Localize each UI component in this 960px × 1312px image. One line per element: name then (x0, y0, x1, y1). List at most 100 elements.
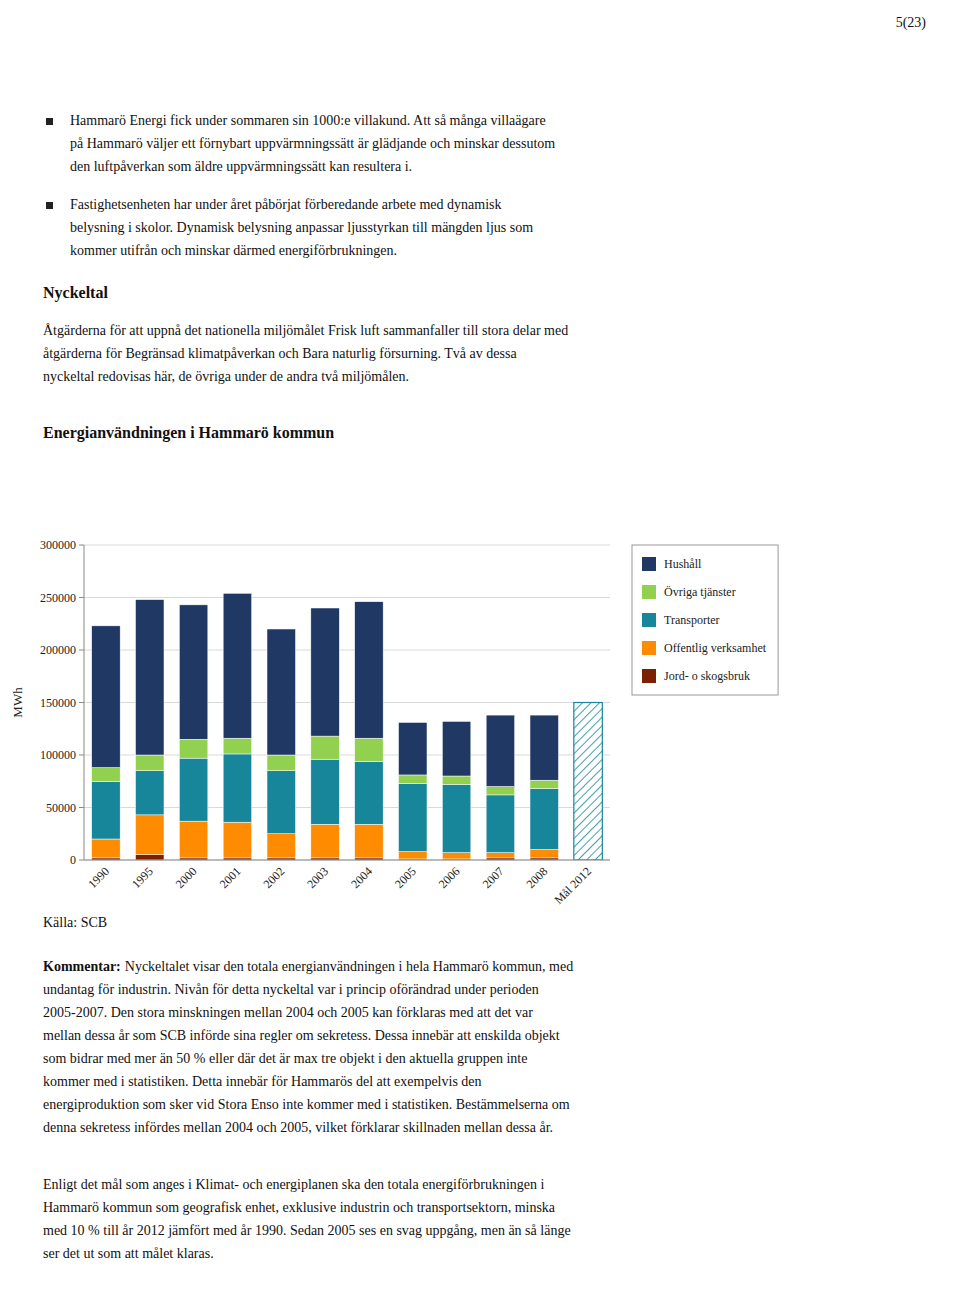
comment-line: 2005-2007. Den stora minskningen mellan … (43, 1004, 533, 1022)
bar-segment (311, 736, 339, 759)
bar-segment (311, 759, 339, 824)
bar-segment (530, 850, 558, 858)
bar-segment (442, 853, 470, 859)
bar-segment (311, 608, 339, 736)
bar-segment (530, 715, 558, 780)
legend-swatch (642, 613, 656, 627)
bar-segment (136, 855, 164, 860)
bar-segment (399, 775, 427, 783)
legend-label: Transporter (664, 613, 720, 627)
bar-segment (355, 824, 383, 858)
footer-line: Enligt det mål som anges i Klimat- och e… (43, 1176, 544, 1194)
x-tick-label: 2007 (480, 864, 507, 891)
source: Källa: SCB (43, 914, 107, 932)
bar-segment (486, 715, 514, 786)
bar-segment (486, 795, 514, 853)
legend-swatch (642, 557, 656, 571)
y-tick-label: 300000 (40, 538, 76, 552)
bullet-text: på Hammarö väljer ett förnybart uppvärmn… (70, 135, 555, 153)
x-tick-label: 2002 (261, 864, 288, 891)
bar-segment (399, 722, 427, 775)
x-tick-label: 2003 (304, 864, 331, 891)
bullet-text: belysning i skolor. Dynamisk belysning a… (70, 219, 533, 237)
legend-swatch (642, 669, 656, 683)
bar-segment (92, 839, 120, 858)
bar-segment (311, 824, 339, 858)
tick-mark (79, 545, 84, 546)
legend-label: Övriga tjänster (664, 585, 736, 599)
bullet-text: Fastighetsenheten har under året påbörja… (70, 196, 502, 214)
comment-line: kommer med i statistiken. Detta innebär … (43, 1073, 482, 1091)
y-tick-label: 50000 (46, 801, 76, 815)
bar-segment (92, 626, 120, 768)
bar-segment (267, 771, 295, 834)
paragraph-line: åtgärderna för Begränsad klimatpåverkan … (43, 345, 517, 363)
bullet-text: Hammarö Energi fick under sommaren sin 1… (70, 112, 546, 130)
tick-mark (79, 650, 84, 651)
bar-segment (267, 629, 295, 755)
tick-mark (79, 807, 84, 808)
x-tick-label: 2006 (436, 864, 463, 891)
comment-line: mellan dessa år som SCB införde sina reg… (43, 1027, 560, 1045)
bar-segment (442, 776, 470, 784)
tick-mark (79, 860, 84, 861)
bullet-text: den luftpåverkan som äldre uppvärmningss… (70, 158, 412, 176)
bar-segment (179, 821, 207, 858)
bullet-text: kommer utifrån och minskar därmed energi… (70, 242, 397, 260)
bar-segment (355, 602, 383, 739)
legend: Hushåll Övriga tjänster Transporter Offentl… (632, 545, 778, 695)
legend-label: Offentlig verksamhet (664, 641, 767, 655)
bar-segment (530, 789, 558, 850)
heading: Nyckeltal (43, 284, 108, 302)
comment-text: Nyckeltalet visar den totala energianvän… (125, 959, 573, 974)
bullet-marker (46, 118, 53, 125)
bar-segment (92, 781, 120, 839)
bar-segment (399, 852, 427, 859)
grid-line (84, 860, 610, 861)
chart: 0500001000001500002000002500003000001990… (0, 470, 960, 910)
y-tick-label: 200000 (40, 643, 76, 657)
y-tick-label: 0 (70, 853, 76, 867)
bar-segment (223, 593, 251, 738)
bar-segment (179, 605, 207, 739)
comment-line: energiproduktion som sker vid Stora Enso… (43, 1096, 570, 1114)
footer-line: ser det ut som att målet klaras. (43, 1245, 214, 1263)
legend-swatch (642, 585, 656, 599)
y-axis-line (84, 545, 85, 860)
bar-segment (136, 600, 164, 755)
bar-segment (574, 703, 602, 861)
x-tick-label: Mål 2012 (552, 864, 595, 907)
bar-segment (442, 784, 470, 852)
paragraph-line: nyckeltal redovisas här, de övriga under… (43, 368, 409, 386)
bar-segment (486, 787, 514, 795)
x-tick-label: 2005 (392, 864, 419, 891)
comment-line: denna sekretess infördes mellan 2004 och… (43, 1119, 553, 1137)
x-tick-label: 2008 (524, 864, 551, 891)
legend-label: Hushåll (664, 557, 702, 571)
bar-segment (136, 755, 164, 771)
y-tick-label: 150000 (40, 696, 76, 710)
comment-line: som bidrar med mer än 50 % eller där det… (43, 1050, 527, 1068)
legend-label: Jord- o skogsbruk (664, 669, 750, 683)
bar-segment (355, 761, 383, 824)
x-tick-label: 2001 (217, 864, 244, 891)
y-tick-label: 100000 (40, 748, 76, 762)
comment-line: Kommentar: Nyckeltalet visar den totala e… (43, 958, 573, 976)
bar-segment (223, 822, 251, 858)
footer-line: med 10 % till år 2012 jämfört med år 199… (43, 1222, 571, 1240)
legend-frame (632, 545, 778, 695)
page-number: 5(23) (896, 14, 926, 32)
bar-segment (92, 768, 120, 782)
bar-segment (355, 738, 383, 761)
grid-line (84, 597, 610, 598)
bar-segment (223, 754, 251, 822)
footer-line: Hammarö kommun som geografisk enhet, exk… (43, 1199, 555, 1217)
bar-segment (179, 739, 207, 758)
bar-segment (136, 815, 164, 855)
bullet-marker (46, 202, 53, 209)
bar-segment (267, 755, 295, 771)
page: 5(23) Hammarö Energi fick under sommaren … (0, 0, 960, 1312)
x-tick-label: 1995 (129, 864, 156, 891)
x-tick-label: 1990 (85, 864, 112, 891)
comment-label: Kommentar: (43, 959, 121, 974)
